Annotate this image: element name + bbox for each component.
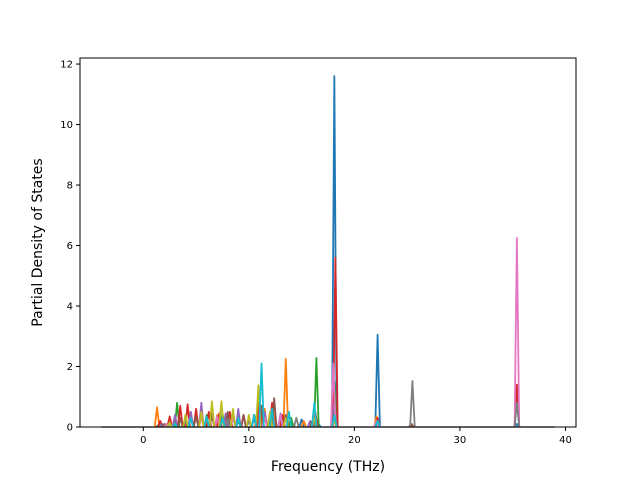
- series-line-9: [166, 384, 338, 428]
- y-tick-label: 0: [67, 423, 73, 434]
- x-tick-label: 0: [140, 435, 146, 446]
- y-tick-label: 2: [67, 362, 73, 373]
- x-tick-label: 10: [242, 435, 255, 446]
- x-axis-label: Frequency (THz): [271, 459, 385, 475]
- series-layer: [101, 75, 555, 428]
- y-tick-label: 8: [67, 181, 73, 192]
- y-tick-label: 6: [67, 241, 73, 252]
- series-line-10: [171, 362, 381, 428]
- x-tick-label: 40: [559, 435, 572, 446]
- plot-frame: [79, 57, 577, 428]
- x-tick-label: 20: [348, 435, 361, 446]
- x-tick-label: 30: [454, 435, 467, 446]
- series-line-7: [163, 237, 521, 428]
- x-axis: 0 10 20 30 40: [140, 427, 572, 446]
- y-tick-label: 4: [67, 302, 73, 313]
- y-axis-label: Partial Density of States: [30, 158, 46, 326]
- y-tick-label: 10: [60, 120, 73, 131]
- y-tick-label: 12: [60, 60, 73, 71]
- y-axis: 0 2 4 6 8 10 12: [60, 60, 80, 434]
